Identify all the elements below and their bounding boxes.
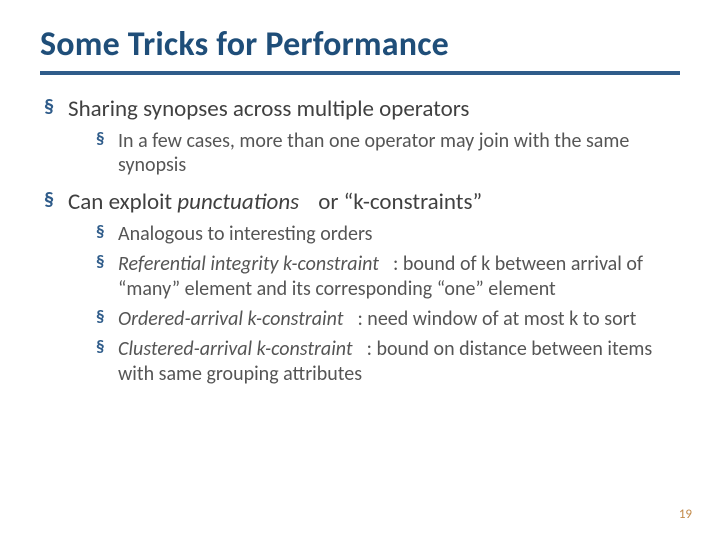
slide: Some Tricks for Performance Sharing syno… bbox=[0, 0, 720, 540]
bullet-2-3-em: Ordered-arrival k-constraint bbox=[118, 307, 343, 331]
bullet-2-2: Referential integrity k-constraint: boun… bbox=[96, 252, 680, 301]
bullet-1-sublist: In a few cases, more than one operator m… bbox=[68, 129, 680, 178]
slide-title: Some Tricks for Performance bbox=[40, 24, 680, 65]
bullet-1-text: Sharing synopses across multiple operato… bbox=[68, 95, 469, 123]
title-underline bbox=[40, 71, 680, 75]
bullet-2-3-rest: : need window of at most k to sort bbox=[357, 307, 636, 331]
bullet-2-3: Ordered-arrival k-constraint : need windo… bbox=[96, 307, 680, 331]
bullet-2-em: punctuations bbox=[177, 188, 299, 216]
bullet-2-4-em: Clustered-arrival k-constraint bbox=[118, 337, 353, 361]
bullet-2-2-em: Referential integrity k-constraint bbox=[118, 252, 379, 276]
bullet-1-1: In a few cases, more than one operator m… bbox=[96, 129, 680, 178]
bullet-2-sublist: Analogous to interesting orders Referent… bbox=[68, 222, 680, 386]
page-number: 19 bbox=[679, 507, 692, 522]
bullet-list-level1: Sharing synopses across multiple operato… bbox=[40, 95, 680, 386]
bullet-1: Sharing synopses across multiple operato… bbox=[44, 95, 680, 178]
bullet-2-4: Clustered-arrival k-constraint: bound on… bbox=[96, 337, 680, 386]
bullet-2: Can exploit punctuations or “k-constrain… bbox=[44, 188, 680, 386]
bullet-2-post: or “k-constraints” bbox=[313, 188, 482, 216]
bullet-1-1-text: In a few cases, more than one operator m… bbox=[118, 129, 629, 177]
bullet-2-pre: Can exploit bbox=[68, 188, 177, 216]
bullet-2-1-text: Analogous to interesting orders bbox=[118, 222, 372, 246]
bullet-2-1: Analogous to interesting orders bbox=[96, 222, 680, 246]
